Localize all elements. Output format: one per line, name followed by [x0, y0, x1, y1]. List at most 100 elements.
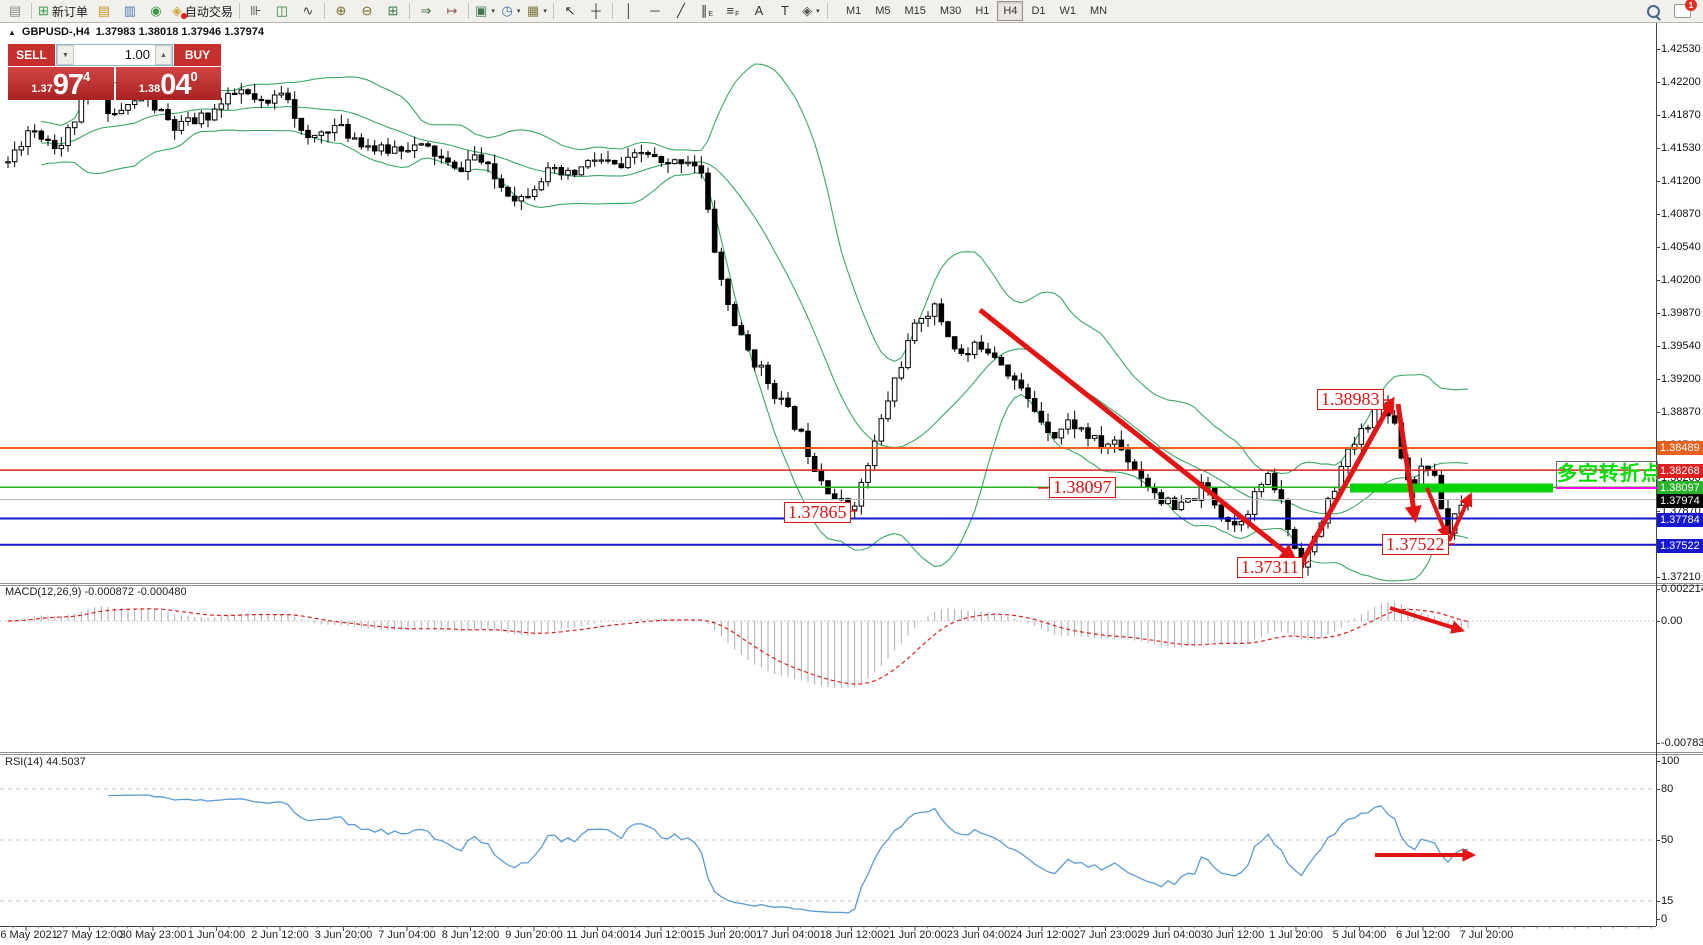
candle-body	[425, 143, 431, 147]
candle-body	[998, 356, 1005, 366]
equidistant-channel-button[interactable]: ∥ E	[694, 1, 720, 21]
candle-body	[5, 161, 11, 164]
candle-body	[691, 161, 698, 167]
sell-price-prefix: 1.37	[31, 83, 53, 95]
candle-body	[1018, 379, 1025, 389]
cursor-button[interactable]: ↖	[557, 1, 583, 21]
candle-body	[111, 113, 118, 116]
autotrading-button[interactable]: ◈ 自动交易	[169, 1, 236, 21]
horizontal-line-button[interactable]: ─	[642, 1, 668, 21]
candle-body	[338, 123, 345, 127]
candle-body	[518, 196, 525, 202]
text-button[interactable]: A	[746, 1, 772, 21]
timeframe-m15[interactable]: M15	[904, 5, 926, 17]
timeframe-w1[interactable]: W1	[1059, 5, 1077, 17]
candlestick-chart-icon: ◫	[275, 3, 289, 18]
chart-shift-button[interactable]: ⇒	[413, 1, 439, 21]
candle-body	[245, 89, 251, 95]
crosshair-button[interactable]: ┼	[583, 1, 609, 21]
price-annotation-label[interactable]: 1.38097	[1049, 477, 1116, 498]
candle-body	[71, 121, 78, 129]
candle-body	[1158, 492, 1165, 505]
equidistant-channel-icon: ∥	[700, 3, 708, 18]
candle-body	[851, 505, 858, 511]
indicator-axis-tick: 100	[1661, 755, 1680, 767]
timeframe-h4[interactable]: H4	[997, 1, 1024, 21]
candle-body	[198, 112, 205, 125]
time-axis-label: 1 Jul 20:00	[1269, 929, 1323, 941]
navigator-icon[interactable]: ◉	[143, 1, 169, 21]
sell-price-button[interactable]: 1.37 97 4	[8, 67, 114, 100]
candle-body	[618, 163, 625, 169]
candle-body	[1098, 435, 1105, 449]
buy-price-button[interactable]: 1.38 04 0	[115, 67, 221, 100]
fibonacci-button[interactable]: ≡ F	[720, 1, 746, 21]
profiles-button[interactable]: ◷ ▾	[498, 1, 524, 21]
buy-button[interactable]: BUY	[174, 44, 221, 66]
vertical-line-button[interactable]: │	[616, 1, 642, 21]
time-axis-label: 7 Jul 20:00	[1459, 929, 1514, 941]
volume-input[interactable]: 1.00	[124, 47, 150, 62]
candle-body	[251, 93, 258, 100]
candle-body	[531, 189, 538, 197]
price-annotation-label[interactable]: 1.37865	[784, 502, 851, 523]
timeframe-h1[interactable]: H1	[975, 5, 990, 17]
chart-text-note[interactable]: 多空转折点	[1556, 461, 1658, 489]
annotation-connector	[1301, 560, 1310, 567]
timeframe-d1[interactable]: D1	[1031, 5, 1046, 17]
candle-body	[658, 156, 665, 164]
timeframe-m5[interactable]: M5	[875, 5, 891, 17]
candle-body	[1138, 469, 1145, 479]
zoom-in-button[interactable]: ⊕	[328, 1, 354, 21]
tile-windows-button[interactable]: ⊞	[380, 1, 406, 21]
trade-panel-buttons: SELL ▼ 1.00 ▲ BUY	[8, 44, 221, 66]
zoom-out-button[interactable]: ⊖	[354, 1, 380, 21]
price-annotation-label[interactable]: 1.38983	[1317, 389, 1384, 410]
trend-arrow	[1447, 492, 1473, 542]
volume-increase-button[interactable]: ▲	[155, 45, 172, 65]
price-axis-tick: 1.41530	[1661, 142, 1701, 154]
symbol-name: GBPUSD-,H4	[21, 26, 90, 38]
candlestick-chart-button[interactable]: ◫	[269, 1, 295, 21]
candle-body	[385, 144, 391, 154]
candle-body	[1351, 443, 1358, 450]
market-watch-icon-icon: ▥	[123, 3, 137, 18]
sell-button[interactable]: SELL	[8, 44, 55, 66]
market-watch-icon[interactable]: ▥	[117, 1, 143, 21]
candle-body	[1145, 477, 1151, 488]
price-annotation-label[interactable]: 1.37311	[1237, 557, 1303, 578]
candle-body	[891, 377, 898, 402]
auto-scroll-button[interactable]: ↦	[439, 1, 465, 21]
price-axis-tick: 1.39200	[1661, 373, 1701, 385]
candle-body	[1078, 427, 1085, 430]
arrows-tool-button[interactable]: ◈ ▾	[798, 1, 824, 21]
search-icon[interactable]	[1647, 4, 1660, 18]
candle-body	[671, 159, 678, 165]
new-chart-button[interactable]: ▣ ▾	[472, 1, 498, 21]
candle-body	[731, 303, 738, 327]
trendline-button[interactable]: ╱	[668, 1, 694, 21]
dropdown-caret-icon: ▾	[516, 8, 521, 15]
candle-body	[278, 92, 285, 96]
time-axis-label: 17 Jun 04:00	[756, 929, 820, 941]
timeframe-m1[interactable]: M1	[845, 5, 862, 17]
price-axis-tick: 1.37210	[1661, 571, 1701, 583]
candle-body	[45, 138, 51, 141]
chart-profile-icon[interactable]: ▤	[91, 1, 117, 21]
bar-chart-button[interactable]: ⊪	[243, 1, 269, 21]
new-order-button[interactable]: ⊞ 新订单	[35, 1, 91, 21]
collapse-panel-icon[interactable]: ▲	[8, 27, 16, 37]
candle-body	[191, 117, 198, 125]
notifications-icon[interactable]: 1	[1674, 0, 1697, 18]
price-annotation-label[interactable]: 1.37522	[1382, 534, 1449, 555]
zoom-out-icon: ⊖	[361, 3, 373, 18]
time-axis-label: 15 Jun 20:00	[692, 929, 757, 941]
templates-button[interactable]: ▦ ▾	[524, 1, 550, 21]
timeframe-mn[interactable]: MN	[1090, 5, 1108, 17]
line-chart-button[interactable]: ∿	[295, 1, 321, 21]
timeframe-m30[interactable]: M30	[939, 5, 962, 17]
volume-decrease-button[interactable]: ▼	[57, 45, 74, 65]
window-icon[interactable]: ▤	[2, 1, 28, 21]
text-label-button[interactable]: T	[772, 1, 798, 21]
